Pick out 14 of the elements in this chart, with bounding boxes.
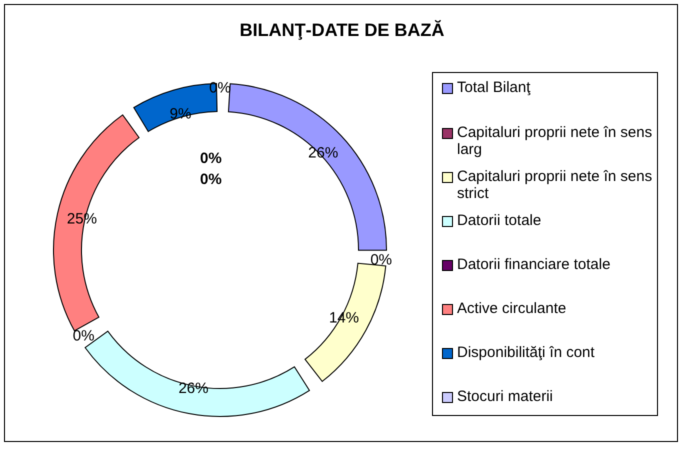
legend-label: Total Bilanţ [457,79,530,96]
chart-title: BILANŢ-DATE DE BAZĂ [238,20,446,41]
text: 0% [200,170,222,190]
legend-label: Disponibilităţi în cont [457,344,595,361]
legend-label: Active circulante [457,300,566,317]
legend-label: Datorii totale [457,212,542,229]
legend-label: Stocuri materii [457,388,553,405]
text: 0% [370,251,392,268]
text: 0% [72,328,94,345]
legend-label: Datorii financiare totale [457,256,610,273]
text: 0% [200,149,222,169]
legend-label: Capitaluri proprii nete în sens larg [457,124,652,158]
data-label: 26% [178,380,208,398]
legend-label: Capitaluri proprii nete în sens strict [457,168,652,202]
